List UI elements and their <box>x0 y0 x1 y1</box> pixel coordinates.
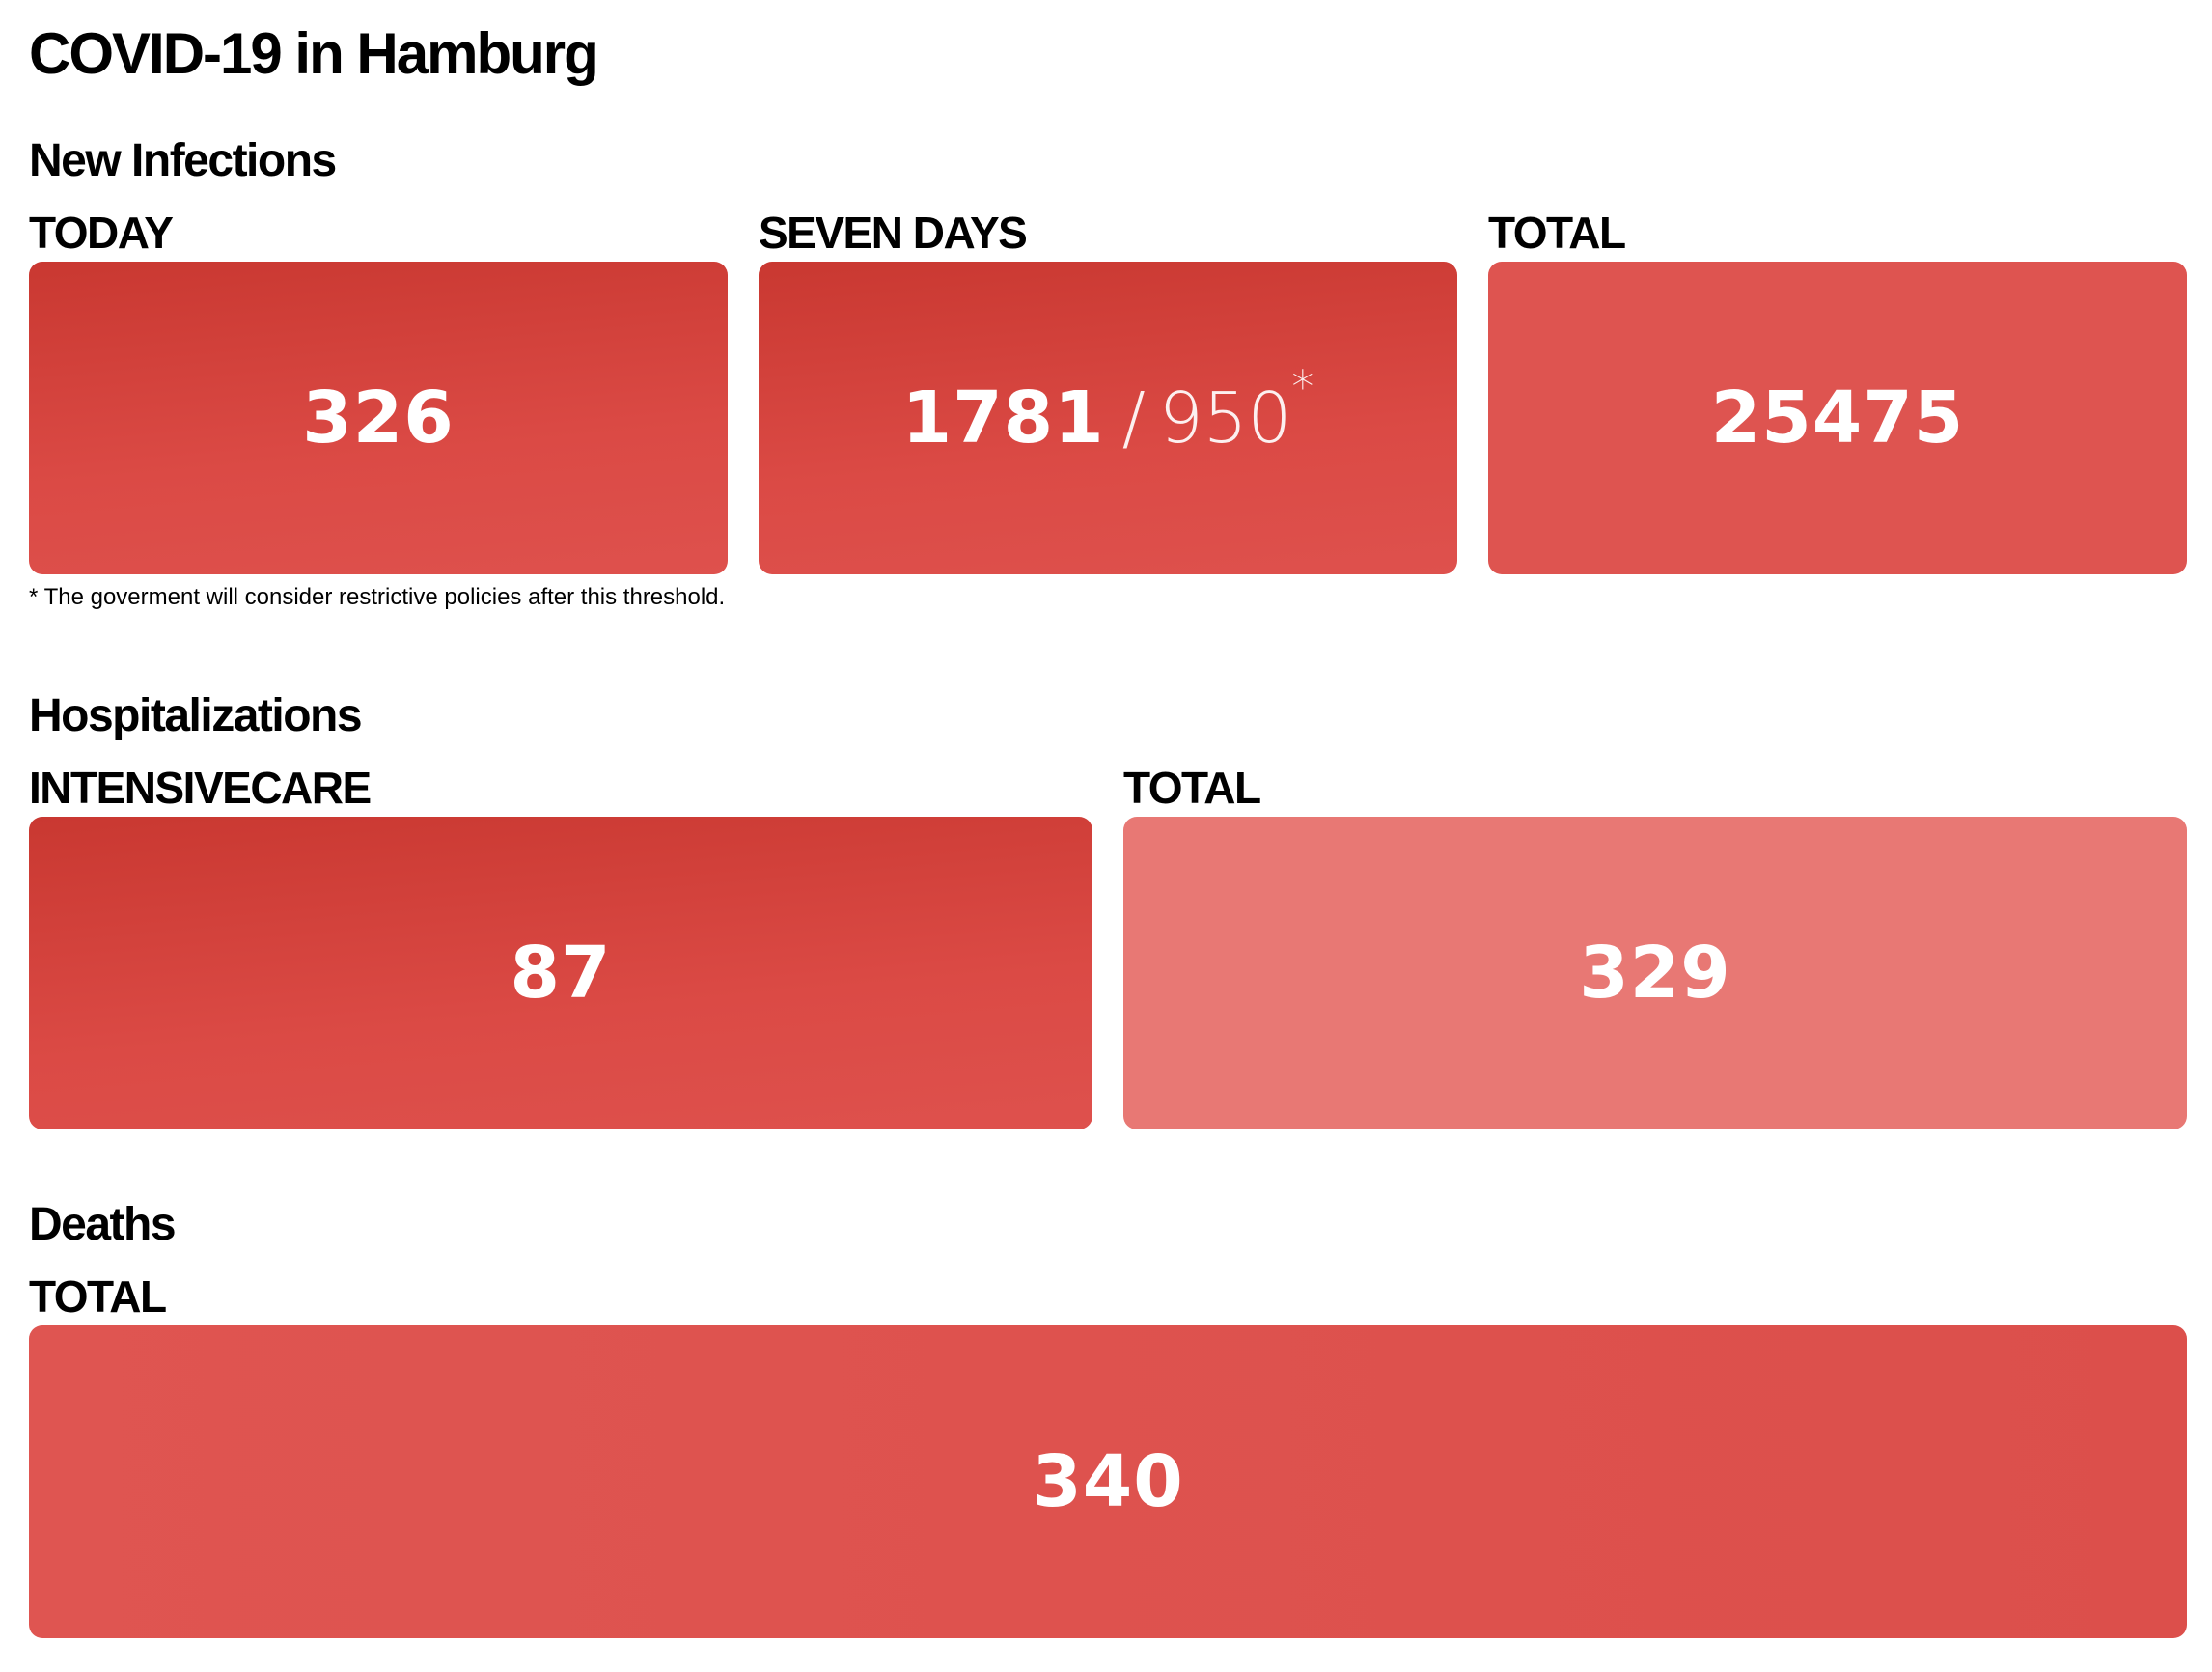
hospitalizations-total-label: TOTAL <box>1123 763 1261 813</box>
hospitalizations-heading: Hospitalizations <box>29 690 363 741</box>
infections-total-label: TOTAL <box>1488 208 1626 258</box>
intensive-care-value: 87 <box>510 932 612 1015</box>
infections-total-value: 25475 <box>1710 376 1965 460</box>
seven-days-threshold: 950 <box>1158 377 1292 459</box>
seven-days-value: 1781 <box>901 376 1105 460</box>
deaths-total-value: 340 <box>1032 1440 1184 1523</box>
seven-days-card: 1781 / 950 * <box>759 262 1457 574</box>
today-card: 326 <box>29 262 728 574</box>
new-infections-heading: New Infections <box>29 135 337 186</box>
infections-total-card: 25475 <box>1488 262 2187 574</box>
seven-days-separator: / <box>1121 377 1146 459</box>
seven-days-label: SEVEN DAYS <box>759 208 1028 258</box>
page-title: COVID-19 in Hamburg <box>29 21 599 86</box>
hospitalizations-total-card: 329 <box>1123 817 2187 1129</box>
threshold-footnote: * The goverment will consider restrictiv… <box>29 584 726 610</box>
hospitalizations-total-value: 329 <box>1579 932 1731 1015</box>
seven-days-values: 1781 / 950 * <box>901 361 1314 460</box>
deaths-total-label: TOTAL <box>29 1271 167 1322</box>
threshold-marker: * <box>1291 361 1314 413</box>
today-label: TODAY <box>29 208 174 258</box>
intensive-care-label: INTENSIVECARE <box>29 763 372 813</box>
today-value: 326 <box>302 376 455 460</box>
deaths-total-card: 340 <box>29 1325 2187 1638</box>
intensive-care-card: 87 <box>29 817 1092 1129</box>
deaths-heading: Deaths <box>29 1199 177 1250</box>
